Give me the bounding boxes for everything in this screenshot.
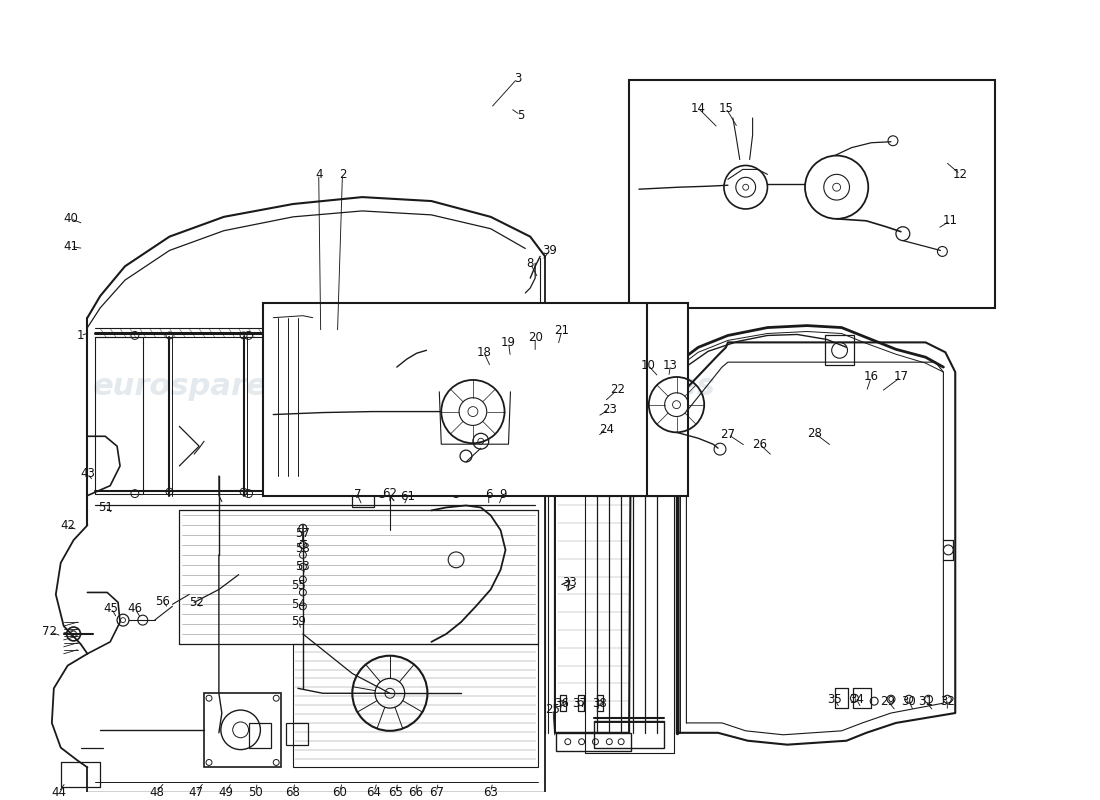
Text: 40: 40 xyxy=(63,212,78,226)
Text: 49: 49 xyxy=(218,786,233,798)
Text: 28: 28 xyxy=(807,427,823,440)
Text: 41: 41 xyxy=(63,240,78,253)
Bar xyxy=(293,644,538,767)
Text: 31: 31 xyxy=(918,694,933,708)
Text: 48: 48 xyxy=(150,786,164,798)
Text: 53: 53 xyxy=(296,560,310,574)
Text: 45: 45 xyxy=(103,602,119,614)
Text: 10: 10 xyxy=(640,358,656,372)
Text: 65: 65 xyxy=(388,786,404,798)
Text: 18: 18 xyxy=(476,346,492,358)
Text: 62: 62 xyxy=(383,487,397,500)
Text: 34: 34 xyxy=(849,693,864,706)
Text: 25: 25 xyxy=(546,702,560,715)
Bar xyxy=(825,335,855,365)
Text: 35: 35 xyxy=(827,693,842,706)
Text: 67: 67 xyxy=(429,786,443,798)
Text: 63: 63 xyxy=(483,786,498,798)
Text: 64: 64 xyxy=(366,786,382,798)
Text: 68: 68 xyxy=(286,786,300,798)
Text: 46: 46 xyxy=(128,602,142,614)
Text: 59: 59 xyxy=(292,614,307,628)
Text: 54: 54 xyxy=(292,598,307,611)
Text: 38: 38 xyxy=(592,697,607,710)
Bar xyxy=(205,694,282,767)
Text: 51: 51 xyxy=(98,501,112,514)
Text: 57: 57 xyxy=(296,526,310,540)
Bar xyxy=(263,303,689,495)
Text: 56: 56 xyxy=(155,595,170,608)
Text: 60: 60 xyxy=(332,786,346,798)
Text: 42: 42 xyxy=(60,518,75,532)
Text: 1: 1 xyxy=(77,329,85,342)
Text: 39: 39 xyxy=(542,244,558,257)
Text: 66: 66 xyxy=(408,786,424,798)
Text: 58: 58 xyxy=(296,542,310,555)
Text: 4: 4 xyxy=(315,168,322,181)
Text: 20: 20 xyxy=(528,331,542,344)
Text: 44: 44 xyxy=(52,786,66,798)
Text: 13: 13 xyxy=(663,358,678,372)
Text: 61: 61 xyxy=(400,490,415,503)
Text: 21: 21 xyxy=(554,324,570,337)
Text: 7: 7 xyxy=(353,488,361,501)
Bar xyxy=(352,486,374,507)
Text: 22: 22 xyxy=(609,383,625,396)
Text: eurospares: eurospares xyxy=(522,372,716,402)
Text: 52: 52 xyxy=(189,596,204,609)
Text: 6: 6 xyxy=(485,488,493,501)
Text: 12: 12 xyxy=(953,168,968,181)
Bar xyxy=(286,723,308,745)
Text: 43: 43 xyxy=(80,467,95,480)
Text: eurospares: eurospares xyxy=(92,372,286,402)
Text: 9: 9 xyxy=(498,488,506,501)
Text: 23: 23 xyxy=(602,403,617,416)
Text: 50: 50 xyxy=(249,786,263,798)
Text: 17: 17 xyxy=(893,370,909,383)
Bar xyxy=(249,723,272,748)
Text: 37: 37 xyxy=(572,697,587,710)
Text: 5: 5 xyxy=(517,109,524,122)
Text: 8: 8 xyxy=(527,257,534,270)
Text: 2: 2 xyxy=(339,168,346,181)
Text: 3: 3 xyxy=(514,72,521,85)
Bar xyxy=(629,81,994,308)
Text: 33: 33 xyxy=(562,576,578,589)
Text: 26: 26 xyxy=(752,438,767,450)
Text: 30: 30 xyxy=(901,694,916,708)
Bar xyxy=(594,721,663,748)
Text: 15: 15 xyxy=(718,102,734,114)
Text: 27: 27 xyxy=(720,428,736,441)
Text: 24: 24 xyxy=(598,423,614,436)
Text: 47: 47 xyxy=(189,786,204,798)
Text: 72: 72 xyxy=(43,626,57,638)
Text: 11: 11 xyxy=(943,214,958,227)
Text: 14: 14 xyxy=(691,102,706,114)
Text: 19: 19 xyxy=(500,336,516,349)
Text: 16: 16 xyxy=(864,370,879,383)
Text: 55: 55 xyxy=(292,579,306,592)
Text: 32: 32 xyxy=(939,694,955,708)
Bar xyxy=(556,733,631,750)
Text: 36: 36 xyxy=(554,697,570,710)
Text: 29: 29 xyxy=(880,694,895,708)
